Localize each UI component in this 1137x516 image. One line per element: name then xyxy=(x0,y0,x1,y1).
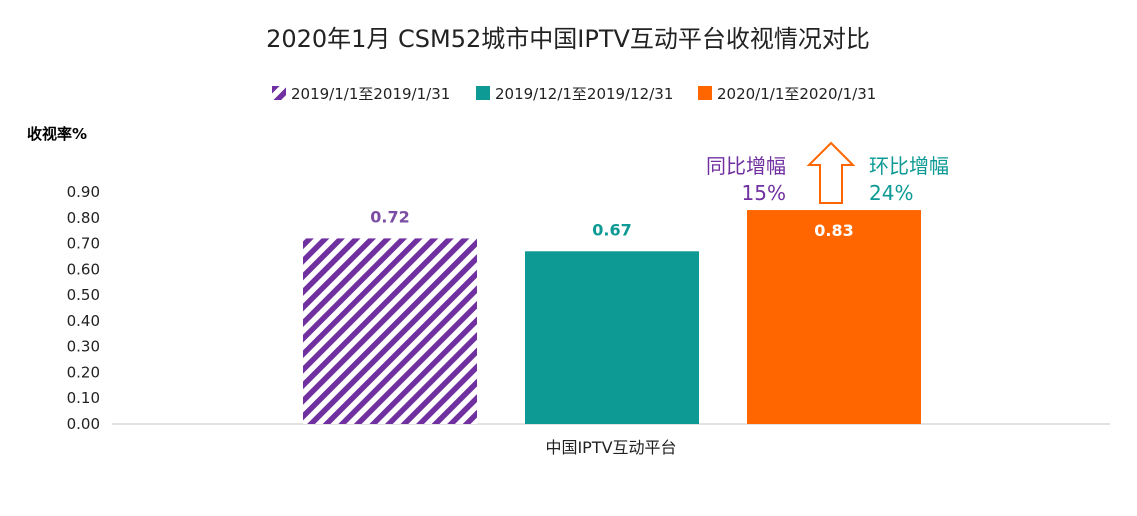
legend-swatch-series-2 xyxy=(476,86,490,100)
y-tick-label: 0.10 xyxy=(67,389,100,407)
bar-series-3 xyxy=(747,210,921,424)
legend: 2019/1/1至2019/1/31 2019/12/1至2019/12/31 … xyxy=(272,85,876,103)
mom-growth-label: 环比增幅 xyxy=(869,154,949,178)
chart-title: 2020年1月 CSM52城市中国IPTV互动平台收视情况对比 xyxy=(266,25,870,53)
legend-label-series-3: 2020/1/1至2020/1/31 xyxy=(717,85,876,103)
y-tick-label: 0.40 xyxy=(67,312,100,330)
legend-label-series-2: 2019/12/1至2019/12/31 xyxy=(495,85,673,103)
y-tick-label: 0.80 xyxy=(67,209,100,227)
yoy-growth-label: 同比增幅 xyxy=(706,154,786,178)
legend-label-series-1: 2019/1/1至2019/1/31 xyxy=(291,85,450,103)
y-tick-label: 0.60 xyxy=(67,260,100,278)
data-label-series-3: 0.83 xyxy=(814,221,853,240)
mom-growth-value: 24% xyxy=(869,181,913,205)
y-axis-ticks: 0.00 0.10 0.20 0.30 0.40 0.50 0.60 0.70 0.80 0.90 xyxy=(67,183,100,433)
data-labels: 0.72 0.67 0.83 xyxy=(370,207,853,240)
x-tick-label: 中国IPTV互动平台 xyxy=(545,438,676,457)
y-tick-label: 0.20 xyxy=(67,363,100,381)
y-tick-label: 0.50 xyxy=(67,286,100,304)
y-tick-label: 0.00 xyxy=(67,415,100,433)
legend-swatch-series-3 xyxy=(698,86,712,100)
bars xyxy=(303,210,921,424)
yoy-growth-value: 15% xyxy=(742,181,786,205)
up-arrow-icon xyxy=(806,141,856,204)
y-tick-label: 0.90 xyxy=(67,183,100,201)
y-axis-label: 收视率% xyxy=(27,125,87,143)
data-label-series-1: 0.72 xyxy=(370,207,409,226)
data-label-series-2: 0.67 xyxy=(592,220,631,239)
bar-series-1 xyxy=(303,238,477,424)
legend-swatch-series-1 xyxy=(272,86,286,100)
growth-annotations: 同比增幅 15% 环比增幅 24% xyxy=(706,141,949,205)
y-tick-label: 0.30 xyxy=(67,338,100,356)
bar-series-2 xyxy=(525,251,699,424)
y-tick-label: 0.70 xyxy=(67,235,100,253)
